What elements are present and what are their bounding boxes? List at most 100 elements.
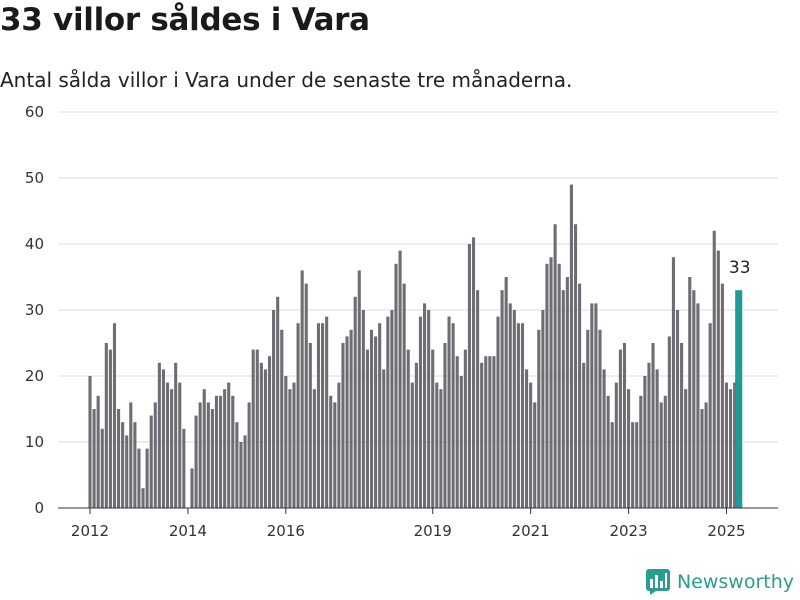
bar: [255, 349, 259, 508]
bar: [467, 244, 471, 508]
bar: [639, 395, 643, 508]
newsworthy-logo: Newsworthy: [645, 569, 794, 595]
bar: [288, 389, 292, 508]
x-tick-label: 2014: [169, 522, 207, 540]
bar: [667, 336, 671, 508]
bar: [586, 329, 590, 508]
bar: [618, 349, 622, 508]
bar: [496, 316, 500, 508]
bar: [488, 356, 492, 508]
bar-highlight: [735, 290, 743, 508]
last-value-label: 33: [729, 258, 751, 278]
bar: [357, 270, 361, 508]
newsworthy-logo-text: Newsworthy: [676, 571, 794, 593]
bar: [296, 323, 300, 508]
bar: [316, 323, 321, 508]
bar: [610, 422, 614, 508]
bar: [671, 257, 675, 508]
bar: [337, 382, 341, 508]
bar: [333, 402, 337, 508]
bar: [198, 402, 202, 508]
bar: [708, 323, 712, 508]
bar: [541, 310, 545, 508]
bar: [647, 362, 651, 508]
bar: [304, 283, 308, 508]
bar: [223, 389, 227, 508]
y-tick-label: 30: [25, 301, 44, 319]
y-tick-label: 0: [34, 499, 44, 517]
bar: [545, 263, 549, 508]
x-tick-label: 2021: [512, 522, 550, 540]
y-tick-label: 40: [25, 235, 44, 253]
x-tick-label: 2025: [707, 522, 745, 540]
bar: [635, 422, 639, 508]
bar: [202, 389, 206, 508]
bar: [165, 382, 170, 508]
bar: [267, 356, 272, 508]
bar: [386, 316, 390, 508]
bar: [525, 369, 529, 508]
bar: [512, 310, 516, 508]
bar: [675, 310, 680, 508]
bar: [565, 277, 569, 508]
bar: [394, 263, 398, 508]
bar: [284, 376, 288, 508]
bar: [520, 323, 525, 508]
bar: [374, 336, 378, 508]
bar: [414, 362, 418, 508]
bar: [325, 316, 329, 508]
bar: [423, 303, 427, 508]
bar: [369, 329, 374, 508]
bar: [194, 415, 198, 508]
y-tick-label: 60: [25, 103, 44, 121]
bar: [137, 448, 141, 508]
bar: [557, 263, 561, 508]
bar: [663, 395, 667, 508]
bar: [516, 323, 520, 508]
bar: [129, 402, 133, 508]
bar: [157, 362, 161, 508]
bar: [190, 468, 194, 508]
bar: [712, 230, 716, 509]
bar: [533, 402, 537, 508]
bar: [214, 395, 219, 508]
bar: [729, 389, 733, 508]
bar: [688, 277, 692, 508]
bar: [235, 422, 239, 508]
bar: [88, 376, 92, 508]
bar: [210, 409, 214, 508]
bar: [398, 250, 402, 508]
bar: [153, 402, 157, 508]
bar: [631, 422, 635, 508]
bar: [622, 343, 627, 508]
bar: [100, 428, 104, 508]
bar: [431, 349, 435, 508]
bar: [659, 402, 663, 508]
bar: [484, 356, 488, 508]
bar: [427, 310, 431, 508]
bar: [582, 362, 586, 508]
bar: [492, 356, 496, 508]
bar: [684, 389, 688, 508]
bar: [231, 395, 235, 508]
y-tick-label: 20: [25, 367, 44, 385]
bar: [598, 329, 602, 508]
bar: [696, 303, 700, 508]
bar: [500, 290, 504, 508]
y-tick-label: 50: [25, 169, 44, 187]
bar: [227, 382, 231, 508]
bar: [655, 369, 659, 508]
bar: [272, 310, 276, 508]
bar: [508, 303, 512, 508]
bar: [614, 382, 618, 508]
newsworthy-logo-icon: [645, 569, 670, 595]
bar: [341, 343, 345, 508]
bar: [92, 409, 96, 508]
bar: [206, 402, 210, 508]
x-tick-label: 2012: [71, 522, 109, 540]
bar: [96, 395, 100, 508]
bar: [243, 435, 247, 508]
bar: [733, 382, 737, 508]
bar: [463, 349, 467, 508]
bar: [125, 435, 129, 508]
